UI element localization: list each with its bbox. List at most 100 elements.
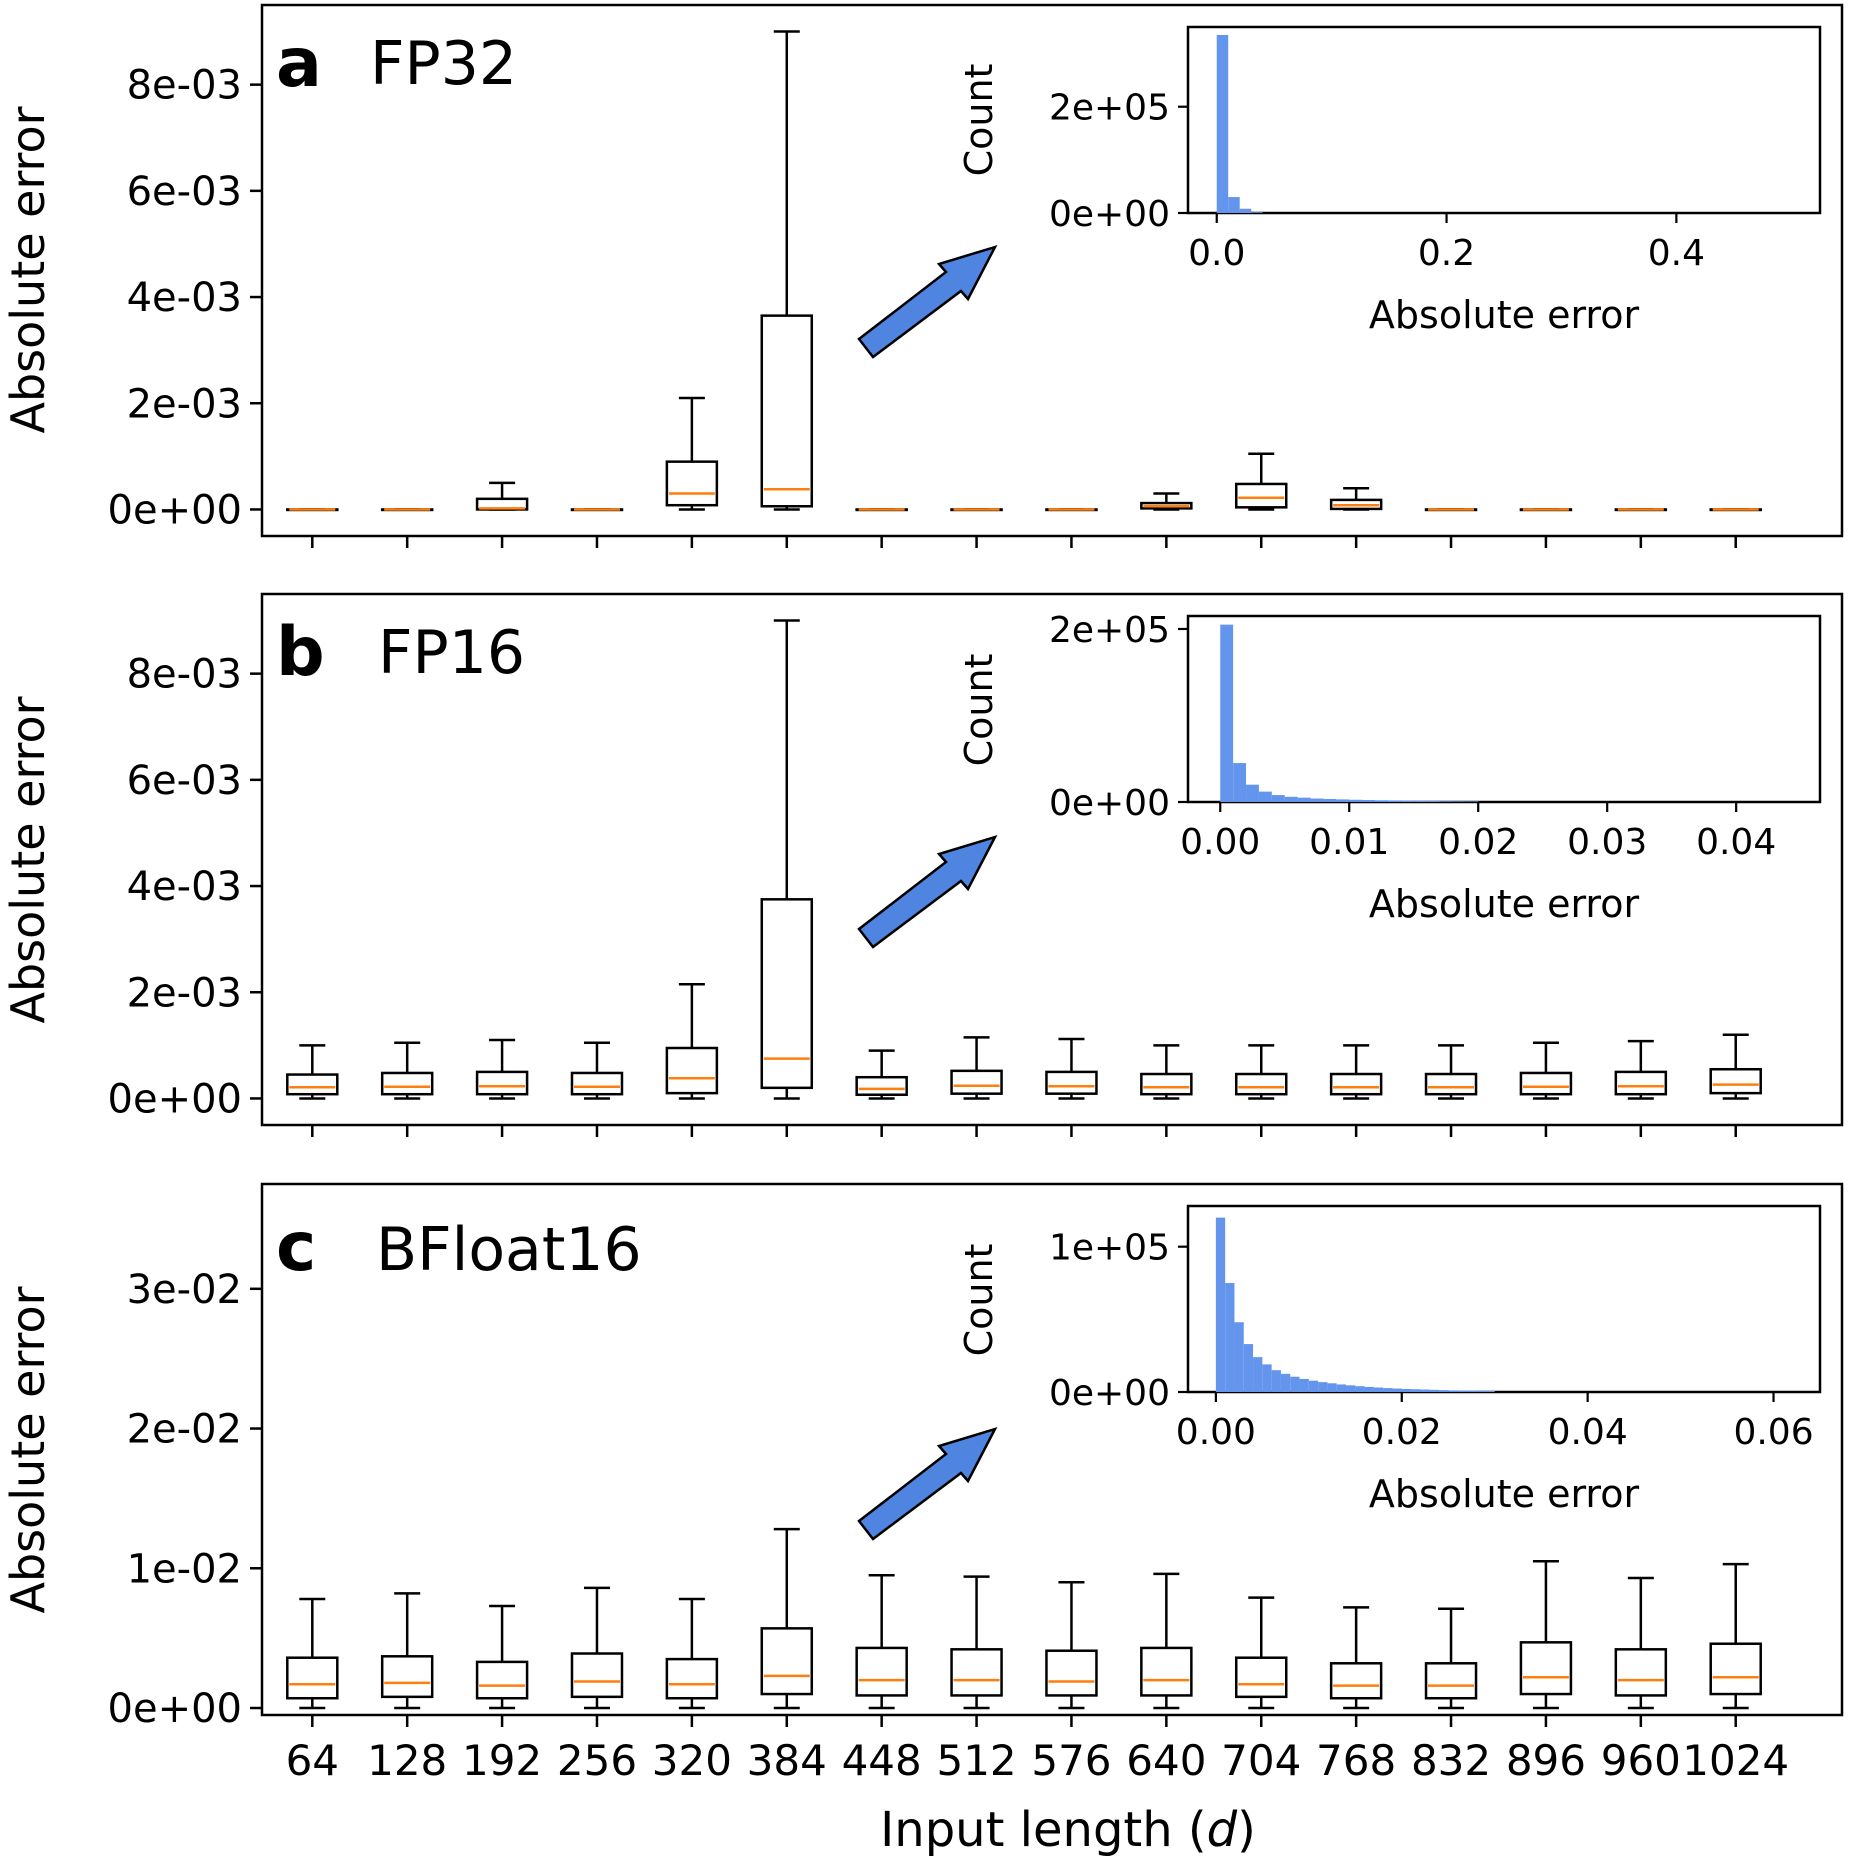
histogram-bar [1297, 797, 1311, 802]
box-iqr [665, 1046, 719, 1095]
panel-letter: a [276, 24, 322, 103]
histogram-bar [1401, 1388, 1412, 1392]
histogram-bar [1290, 1376, 1300, 1392]
x-tick-label: 192 [462, 1736, 542, 1785]
boxplot-448 [855, 1049, 908, 1100]
histogram-bar [1262, 1364, 1272, 1392]
y-ticks: 0e+00 2e-03 4e-03 6e-03 8e-03 [108, 652, 1737, 1137]
histogram-bar [1310, 798, 1324, 802]
box-iqr [1234, 1072, 1288, 1096]
boxplot-832 [1424, 508, 1478, 512]
boxplots [286, 619, 1762, 1100]
box-iqr [665, 460, 719, 507]
y-tick-label: 0e+00 [108, 1076, 242, 1122]
histogram-bar [1225, 1283, 1235, 1392]
x-tick-label: 64 [286, 1736, 339, 1785]
x-tick-label: 896 [1506, 1736, 1586, 1785]
histogram-bar [1383, 1388, 1393, 1392]
inset-x-label: Absolute error [1369, 1472, 1640, 1516]
boxplot-960 [1614, 1576, 1668, 1710]
box-iqr [1140, 1072, 1193, 1096]
histogram-bar [1220, 624, 1234, 802]
inset-ticks: 0.0 0.2 0.4 0e+00 2e+05 [1049, 88, 1705, 274]
box-iqr [1519, 1071, 1573, 1096]
x-tick-label: 832 [1411, 1736, 1491, 1785]
boxplot-960 [1614, 1039, 1668, 1100]
histogram-bar [1375, 800, 1388, 802]
box-iqr [760, 314, 814, 508]
boxplot-64 [286, 1044, 339, 1100]
histogram-bar [1448, 1390, 1458, 1392]
histogram-bar [1466, 1390, 1477, 1392]
histogram-bar [1233, 763, 1247, 802]
inset-y-tick-label: 0e+00 [1049, 1373, 1170, 1414]
box-iqr [475, 1070, 529, 1096]
inset-histogram: 0.00 0.02 0.04 0.06 0e+00 1e+05 Absolute erro… [957, 1204, 1822, 1516]
inset-y-tick-label: 2e+05 [1049, 610, 1170, 651]
boxplot-192 [475, 1038, 529, 1100]
inset-frame [1186, 614, 1822, 804]
boxplot-64 [286, 1597, 339, 1710]
histogram-bar [1336, 1384, 1346, 1392]
boxplot-896 [1519, 1041, 1573, 1100]
inset-x-tick-label: 0.00 [1176, 1412, 1256, 1453]
boxplots [286, 30, 1762, 512]
histogram-bar [1323, 798, 1337, 802]
box-iqr [1045, 1649, 1098, 1697]
panel-b: 0e+00 2e-03 4e-03 6e-03 8e-03 Absolute error… [1, 592, 1844, 1137]
histogram-bar [1476, 1390, 1486, 1392]
box-iqr [380, 1655, 434, 1699]
boxplot-448 [855, 1574, 908, 1710]
boxplot-512 [950, 508, 1003, 512]
boxplot-192 [475, 1604, 529, 1710]
callout-arrow [857, 834, 998, 949]
boxplot-1024 [1709, 508, 1762, 512]
inset-histogram: 0.0 0.2 0.4 0e+00 2e+05 Absolute error Count [957, 25, 1822, 337]
box-iqr [286, 1073, 339, 1096]
histogram-bar [1228, 197, 1240, 213]
boxplot-192 [475, 481, 529, 511]
histogram-bars [1216, 34, 1263, 213]
boxplot-384 [760, 30, 814, 511]
histogram-bar [1485, 1390, 1495, 1392]
box-iqr [950, 1069, 1003, 1095]
boxplot-768 [1329, 1044, 1383, 1100]
boxplot-320 [665, 396, 719, 511]
inset-x-tick-label: 0.02 [1438, 822, 1518, 863]
histogram-bar [1271, 795, 1285, 802]
boxplot-256 [570, 508, 624, 512]
boxplot-320 [665, 1597, 719, 1710]
boxplot-256 [570, 1586, 624, 1710]
x-axis-label: Input length (d) [880, 1802, 1256, 1858]
histogram-bar [1346, 1385, 1356, 1392]
y-ticks: 0e+00 1e-02 2e-02 3e-02 [108, 1267, 1737, 1732]
boxplot-384 [760, 1527, 814, 1710]
histogram-bar [1271, 1370, 1281, 1392]
axes-frame [260, 1182, 1844, 1717]
boxplot-1024 [1709, 1033, 1762, 1100]
histogram-bar [1284, 796, 1298, 802]
callout-arrow [857, 244, 998, 359]
inset-ticks: 0.00 0.01 0.02 0.03 0.04 0e+00 2e+05 [1049, 610, 1776, 863]
histogram-bar [1336, 799, 1350, 802]
histogram-bar [1392, 1388, 1402, 1392]
boxplot-576 [1045, 1037, 1098, 1100]
x-tick-label: 512 [936, 1736, 1016, 1785]
histogram-bars [1215, 1217, 1495, 1392]
histogram-bar [1438, 1390, 1449, 1392]
box-iqr [1519, 1641, 1573, 1696]
histogram-bar [1327, 1383, 1337, 1392]
inset-y-tick-label: 2e+05 [1049, 88, 1170, 129]
inset-x-tick-label: 0.01 [1309, 822, 1389, 863]
y-axis-label: Absolute error [1, 696, 55, 1023]
box-iqr [1424, 1072, 1478, 1096]
y-axis-label: Absolute error [1, 106, 55, 433]
inset-histogram: 0.00 0.01 0.02 0.03 0.04 0e+00 2e+05 Absolute … [957, 610, 1822, 926]
boxplot-640 [1140, 1572, 1193, 1710]
box-iqr [1424, 1662, 1478, 1700]
boxplot-512 [950, 1036, 1003, 1100]
boxplot-64 [286, 508, 339, 512]
inset-x-tick-label: 0.06 [1733, 1412, 1813, 1453]
box-iqr [950, 1648, 1003, 1697]
x-tick-label: 448 [842, 1736, 922, 1785]
